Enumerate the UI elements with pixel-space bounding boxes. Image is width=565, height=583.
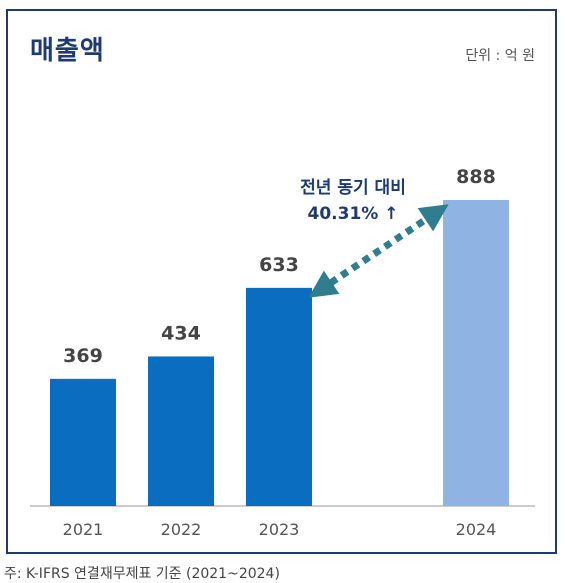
chart-title: 매출액 [30,36,105,66]
x-tick-label-2021: 2021 [63,520,104,539]
value-label-2021: 369 [63,345,103,367]
value-label-2022: 434 [161,322,201,344]
value-label-2023: 633 [259,254,299,276]
x-tick-label-2024: 2024 [456,520,497,539]
bar-2024 [443,200,509,506]
annotation-yoy-label: 전년 동기 대비 [300,178,406,198]
bar-2022 [148,356,214,506]
value-label-2024: 888 [456,166,496,188]
bar-2023 [246,287,312,506]
x-tick-label-2022: 2022 [161,520,202,539]
x-tick-label-2023: 2023 [259,520,300,539]
bar-2021 [50,378,116,506]
annotation-growth-rate: 40.31% ↑ [308,204,399,224]
growth-arrow [308,204,449,298]
footnote: 주: K-IFRS 연결재무제표 기준 (2021~2024) [4,566,280,582]
unit-label: 단위 : 억 원 [465,48,535,64]
